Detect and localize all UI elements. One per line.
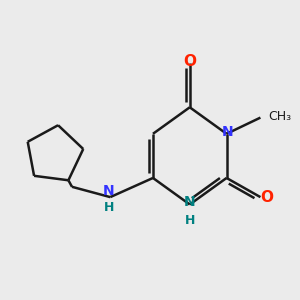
Text: H: H <box>184 214 195 227</box>
Text: O: O <box>260 190 273 205</box>
Text: CH₃: CH₃ <box>268 110 291 123</box>
Text: N: N <box>184 194 196 208</box>
Text: H: H <box>103 201 114 214</box>
Text: O: O <box>183 54 196 69</box>
Text: N: N <box>103 184 115 198</box>
Text: N: N <box>222 125 234 139</box>
